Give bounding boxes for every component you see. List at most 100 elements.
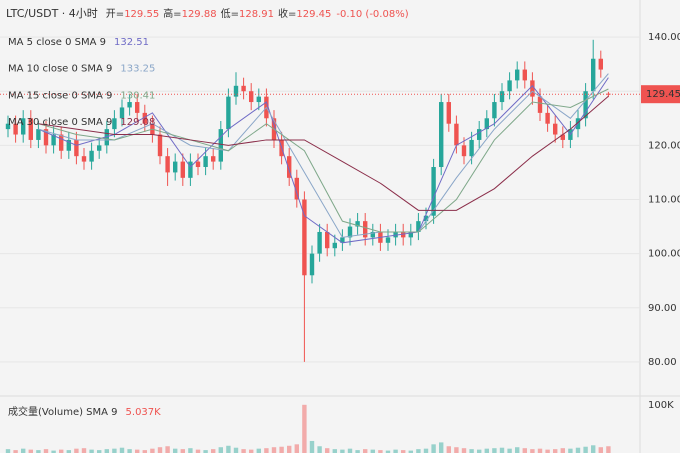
ma-legend-name: MA 10 close 0 SMA 9 [8, 64, 112, 75]
volume-bar [423, 448, 429, 453]
volume-bar [416, 449, 421, 453]
volume-bar [241, 449, 246, 453]
volume-bar [51, 450, 56, 453]
candle-body [385, 237, 391, 243]
candle-body [340, 237, 345, 243]
candle-body [507, 80, 512, 92]
volume-bar [188, 448, 193, 453]
candle-body [522, 69, 527, 81]
volume-bar [537, 448, 543, 453]
candle-body [36, 129, 41, 140]
volume-bar [89, 449, 94, 453]
volume-bar [59, 449, 64, 453]
candle-body [173, 161, 178, 173]
candle-body [28, 118, 33, 140]
candle-body [119, 107, 125, 119]
ma-legend: MA 5 close 0 SMA 9 132.51 [8, 37, 149, 48]
ma-line [38, 73, 609, 238]
candle-body [515, 69, 520, 81]
volume-bar [477, 449, 482, 453]
volume-bar [74, 448, 79, 453]
candle-body [256, 96, 261, 103]
candle-body [43, 129, 49, 146]
volume-bar [583, 446, 588, 453]
candle-body [211, 156, 216, 162]
ohlc-value: 129.88 [182, 9, 217, 20]
y-tick-label: 140.00 [648, 32, 680, 43]
volume-bar [279, 446, 284, 453]
volume-bar [157, 447, 163, 453]
candle-body [439, 102, 444, 168]
candle-body [606, 93, 611, 95]
volume-bar [218, 447, 223, 453]
candle-body [332, 242, 337, 249]
candle-body [218, 129, 223, 162]
volume-bar [317, 446, 322, 453]
candle-body [112, 118, 117, 130]
ohlc-label: 低= [221, 7, 239, 20]
candle-body [423, 215, 429, 222]
volume-bar [560, 448, 565, 453]
volume-bar [355, 450, 360, 453]
candle-body [393, 231, 398, 238]
volume-bar [484, 448, 489, 453]
volume-bar [401, 450, 406, 453]
volume-bar [522, 448, 527, 453]
volume-bar [469, 449, 474, 453]
candle-body [195, 161, 201, 168]
volume-bar [309, 440, 315, 453]
volume-bar [5, 449, 11, 453]
volume-bar [81, 448, 87, 453]
volume-bar [575, 447, 581, 453]
candle-body [233, 85, 239, 97]
volume-bar [591, 445, 596, 453]
y-tick-label: 100.00 [648, 249, 680, 260]
volume-bar [13, 450, 18, 453]
volume-bar [545, 449, 550, 453]
volume-bar [439, 442, 444, 453]
volume-bar [370, 449, 375, 453]
ma-legend: MA 15 close 0 SMA 9 130.41 [8, 90, 155, 101]
y-tick-label: 90.00 [648, 303, 677, 314]
volume-bar [332, 449, 337, 453]
candle-body [142, 112, 147, 124]
ma-legend: MA 10 close 0 SMA 9 133.25 [8, 64, 155, 75]
change: -0.10 (-0.08%) [336, 9, 408, 20]
ma-legend-name: MA 30 close 0 SMA 9 [8, 117, 112, 128]
candle-body [104, 129, 109, 146]
candle-body [484, 118, 489, 130]
candle-body [89, 150, 94, 162]
volume-bar [287, 445, 292, 453]
volume-bar [249, 449, 254, 453]
volume-bar [43, 449, 49, 453]
volume-bar [393, 449, 398, 453]
header: LTC/USDT · 4小时 开=129.55 高=129.88 低=128.91 收=… [6, 7, 409, 20]
y-tick-label: 80.00 [648, 357, 677, 368]
candle-body [477, 129, 482, 140]
volume-bar [598, 447, 603, 453]
candle-body [188, 161, 193, 178]
ma-legend-value: 132.51 [114, 37, 149, 48]
symbol: LTC/USDT · 4小时 [6, 7, 98, 20]
candle-body [13, 123, 18, 135]
last-price-label: 129.45 [646, 89, 680, 100]
candle-body [401, 231, 406, 238]
candle-body [537, 96, 543, 113]
candle-body [347, 226, 353, 238]
candle-body [287, 156, 292, 178]
candle-body [363, 221, 368, 238]
ma-line [38, 95, 609, 211]
volume-bar [294, 444, 299, 453]
volume-legend: 成交量(Volume) SMA 9 5.037K [8, 405, 161, 418]
candle-body [370, 231, 375, 238]
volume-bar [211, 449, 216, 453]
candle-body [469, 139, 474, 157]
volume-bar [66, 450, 71, 453]
candle-body [560, 134, 565, 140]
volume-bar [233, 447, 239, 453]
volume-bar [385, 450, 391, 453]
volume-bar [97, 450, 102, 453]
ma-legend: MA 30 close 0 SMA 9 129.08 [8, 117, 155, 128]
